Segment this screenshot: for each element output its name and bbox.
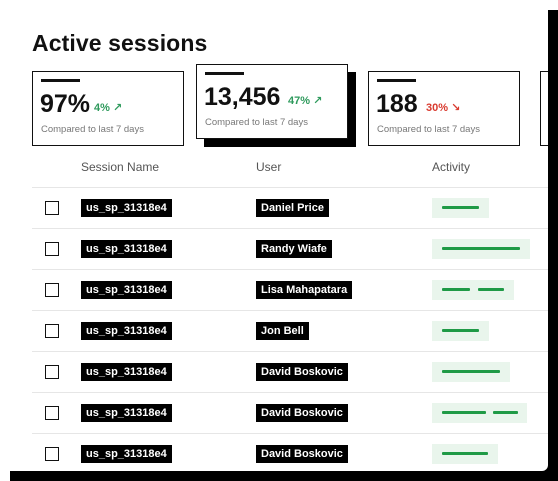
column-user[interactable]: User: [256, 160, 282, 174]
stat-value: 97%: [40, 90, 91, 118]
row-checkbox[interactable]: [45, 406, 59, 420]
page-title: Active sessions: [32, 30, 208, 56]
activity-bar: [432, 280, 514, 300]
user-name: Daniel Price: [256, 199, 329, 217]
row-checkbox[interactable]: [45, 324, 59, 338]
session-name: us_sp_31318e4: [81, 240, 172, 258]
session-name: us_sp_31318e4: [81, 363, 172, 381]
row-checkbox[interactable]: [45, 242, 59, 256]
table-row[interactable]: us_sp_31318e4 Jon Bell: [32, 311, 548, 352]
activity-segment: [442, 288, 470, 291]
session-name: us_sp_31318e4: [81, 445, 172, 463]
table-row[interactable]: us_sp_31318e4 Daniel Price: [32, 188, 548, 229]
table-row[interactable]: us_sp_31318e4 David Boskovic: [32, 393, 548, 434]
user-name: David Boskovic: [256, 363, 348, 381]
card-accent-bar: [41, 79, 80, 82]
table-row[interactable]: us_sp_31318e4 Randy Wiafe: [32, 229, 548, 270]
column-activity[interactable]: Activity: [432, 160, 471, 174]
activity-bar: [432, 444, 498, 464]
activity-segment: [442, 206, 479, 209]
column-session-name[interactable]: Session Name: [81, 160, 160, 174]
table-row[interactable]: us_sp_31318e4 Lisa Mahapatara: [32, 270, 548, 311]
activity-bar: [432, 321, 489, 341]
stat-delta: 47% ↗: [288, 95, 323, 107]
activity-segment: [442, 411, 486, 414]
session-name: us_sp_31318e4: [81, 281, 172, 299]
user-name: David Boskovic: [256, 404, 348, 422]
row-checkbox[interactable]: [45, 201, 59, 215]
activity-segment: [442, 247, 520, 250]
stat-value: 13,456: [204, 83, 281, 111]
row-checkbox[interactable]: [45, 365, 59, 379]
activity-bar: [432, 198, 489, 218]
row-checkbox[interactable]: [45, 283, 59, 297]
table-row[interactable]: us_sp_31318e4 David Boskovic: [32, 434, 548, 471]
user-name: Randy Wiafe: [256, 240, 332, 258]
table-header: Session Name User Activity: [32, 150, 548, 188]
session-name: us_sp_31318e4: [81, 199, 172, 217]
stat-note: Compared to last 7 days: [205, 117, 308, 128]
stat-card-partial[interactable]: [540, 71, 548, 146]
user-name: David Boskovic: [256, 445, 348, 463]
stat-card-uptime[interactable]: 97% 4% ↗ Compared to last 7 days: [32, 71, 184, 146]
activity-segment: [442, 370, 500, 373]
activity-segment: [442, 329, 479, 332]
activity-bar: [432, 403, 527, 423]
stat-value: 188: [376, 90, 418, 118]
user-name: Jon Bell: [256, 322, 309, 340]
stat-card-sessions[interactable]: 13,456 47% ↗ Compared to last 7 days: [196, 64, 348, 139]
activity-segment: [493, 411, 518, 414]
activity-segment: [478, 288, 504, 291]
stat-note: Compared to last 7 days: [377, 124, 480, 135]
activity-bar: [432, 239, 530, 259]
stat-delta: 4% ↗: [94, 102, 123, 114]
activity-bar: [432, 362, 510, 382]
stat-note: Compared to last 7 days: [41, 124, 144, 135]
card-accent-bar: [205, 72, 244, 75]
row-checkbox[interactable]: [45, 447, 59, 461]
user-name: Lisa Mahapatara: [256, 281, 353, 299]
stat-delta: 30% ↘: [426, 102, 461, 114]
session-name: us_sp_31318e4: [81, 404, 172, 422]
card-accent-bar: [377, 79, 416, 82]
activity-segment: [442, 452, 488, 455]
sessions-panel: Active sessions 97% 4% ↗ Compared to las…: [32, 30, 548, 471]
stat-card-errors[interactable]: 188 30% ↘ Compared to last 7 days: [368, 71, 520, 146]
session-name: us_sp_31318e4: [81, 322, 172, 340]
table-row[interactable]: us_sp_31318e4 David Boskovic: [32, 352, 548, 393]
